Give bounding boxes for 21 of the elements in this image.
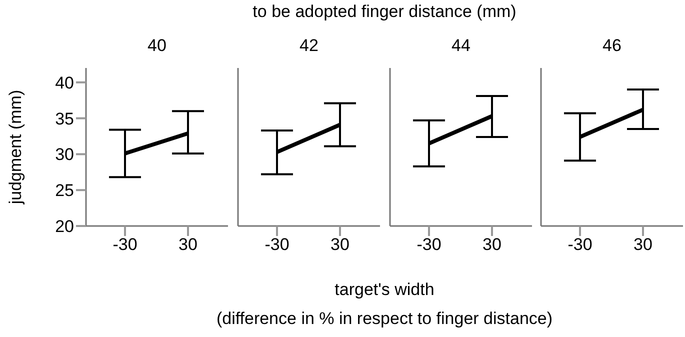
x-tick-label: 30 — [178, 235, 198, 254]
x-tick-label: -30 — [416, 235, 442, 254]
x-tick-label: 30 — [634, 235, 652, 254]
x-tick-label: 30 — [330, 235, 350, 254]
chart-title: 40 — [146, 36, 168, 56]
chart-title: 42 — [298, 36, 320, 56]
chart-title: 44 — [450, 36, 472, 56]
x-tick-label: 30 — [482, 235, 502, 254]
x-tick-label: -30 — [264, 235, 290, 254]
text: (difference in % in respect to finger distance) — [215, 309, 554, 329]
x-tick-label: -30 — [568, 235, 592, 254]
text: to be adopted finger distance (mm) — [252, 2, 518, 22]
text: target's width — [334, 280, 436, 300]
y-tick-label: 30 — [55, 145, 74, 164]
x-tick-label: -30 — [112, 235, 138, 254]
y-tick-label: 40 — [55, 73, 74, 92]
y-tick-label: 20 — [55, 217, 74, 236]
y-tick-label: 25 — [55, 181, 74, 200]
y-axis-title: judgment (mm) — [6, 90, 26, 206]
y-tick-label: 35 — [55, 109, 74, 128]
chart-title: 46 — [602, 36, 622, 56]
